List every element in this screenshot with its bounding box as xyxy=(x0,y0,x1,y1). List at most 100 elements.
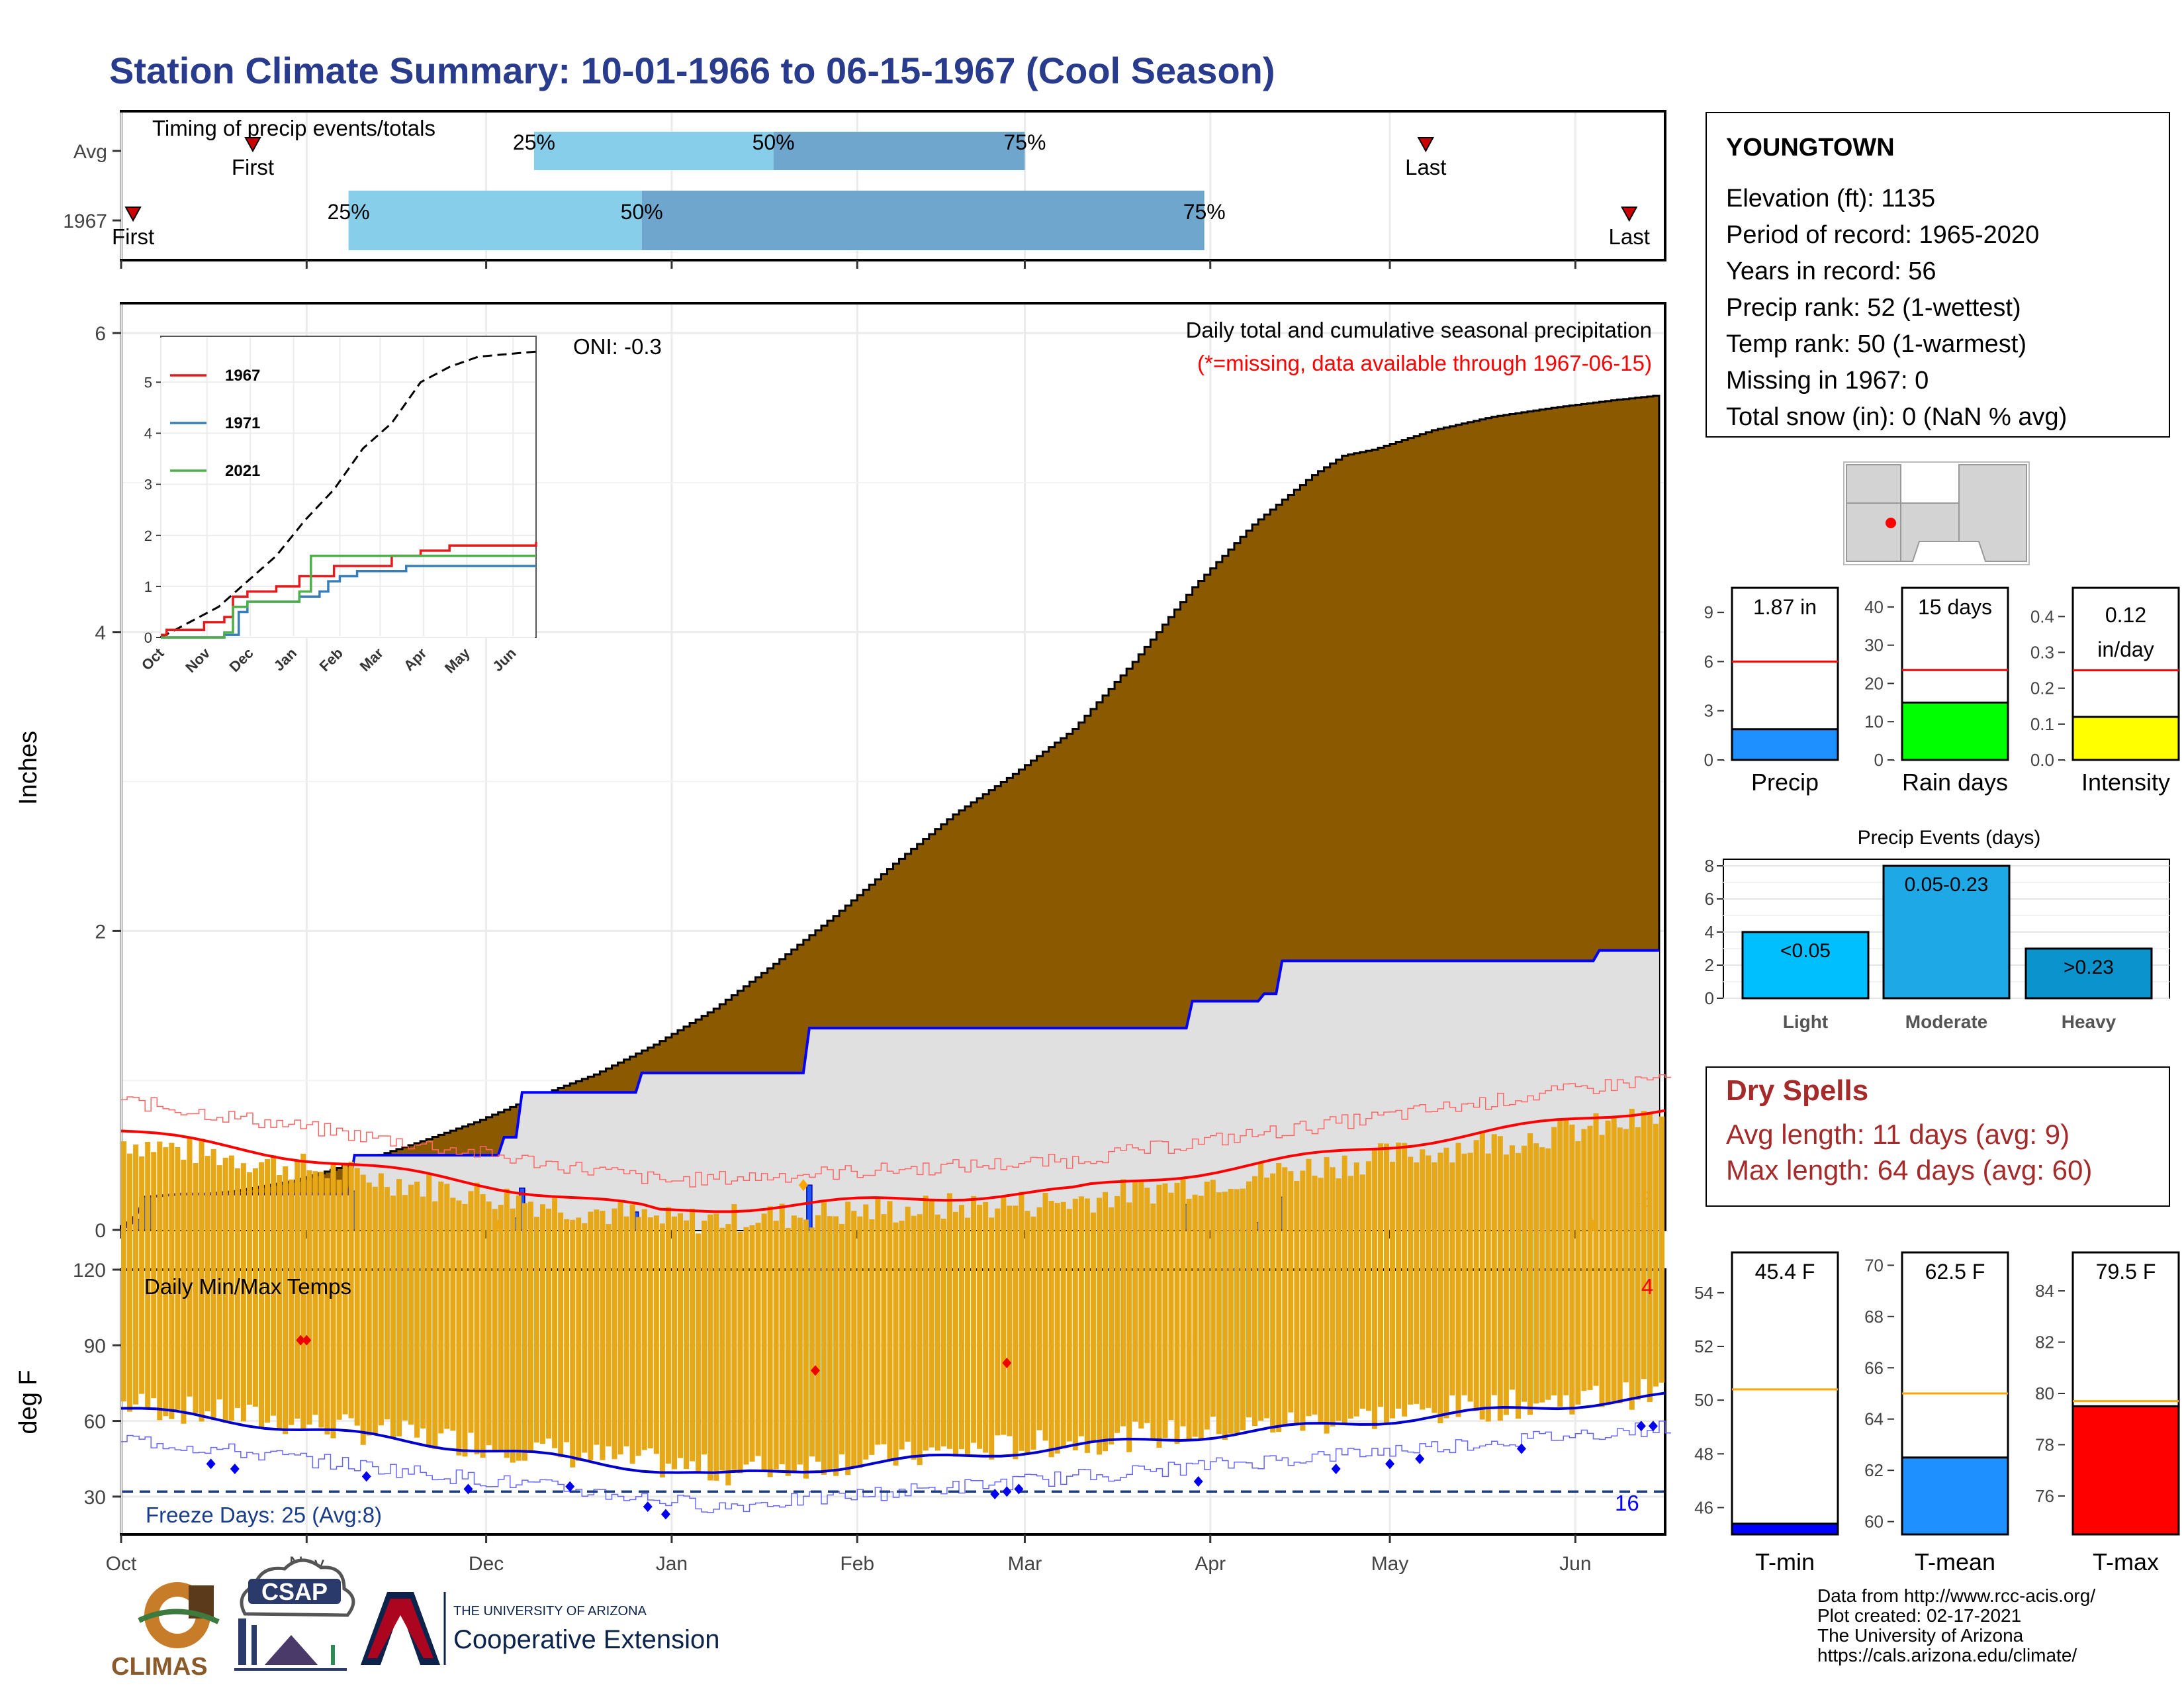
temp-range-bar xyxy=(1527,1133,1533,1415)
temp-range-bar xyxy=(1353,1162,1359,1417)
temp-range-bar xyxy=(803,1219,809,1479)
temp-range-bar xyxy=(1264,1177,1270,1419)
temp-range-bar xyxy=(851,1211,857,1468)
t-min-y-tick: 48 xyxy=(1694,1444,1713,1464)
temp-range-bar xyxy=(474,1182,480,1454)
record-low-line xyxy=(121,1420,1672,1513)
credit-line: Data from http://www.rcc-acis.org/ xyxy=(1817,1585,2095,1606)
rain-days-value-label: 15 days xyxy=(1918,595,1992,619)
inset-y-tick: 2 xyxy=(144,528,152,544)
inset-series-2021 xyxy=(161,554,536,639)
temp-range-bar xyxy=(1371,1150,1377,1429)
temp-range-bar xyxy=(1611,1115,1617,1401)
record-low-marker xyxy=(463,1483,473,1495)
record-high-marker xyxy=(810,1365,820,1376)
temp-range-bar xyxy=(1408,1156,1414,1405)
temp-range-bar xyxy=(815,1215,821,1462)
month-tick-label: Mar xyxy=(1008,1553,1042,1575)
temp-range-bar xyxy=(1593,1113,1599,1386)
temp-range-bar xyxy=(1150,1203,1156,1441)
temp-range-bar xyxy=(1473,1140,1479,1411)
temp-range-bar xyxy=(827,1216,833,1471)
timing-row-label: Avg xyxy=(73,141,107,163)
temp-range-bar xyxy=(1377,1143,1383,1407)
timing-bar-50-75 xyxy=(773,132,1025,170)
temp-range-bar xyxy=(1252,1176,1258,1427)
intensity-chart: 0.0 0.1 0.2 0.3 0.4 0.12 in/day Intensity xyxy=(2030,586,2180,796)
station-info-line: Precip rank: 52 (1-wettest) xyxy=(1726,294,2021,322)
precip-chart-title: Daily total and cumulative seasonal prec… xyxy=(1186,318,1652,342)
temp-range-bar xyxy=(300,1153,306,1429)
month-tick-label: Feb xyxy=(840,1553,874,1575)
temp-y-tick: 120 xyxy=(73,1260,106,1282)
temp-range-bar xyxy=(222,1157,228,1423)
events-bar-label: >0.23 xyxy=(2064,957,2114,978)
temp-range-bar xyxy=(1156,1184,1162,1448)
temp-range-bar xyxy=(917,1214,923,1466)
temp-range-bar xyxy=(671,1216,677,1470)
temp-range-bar xyxy=(911,1215,917,1460)
t-max-value-bar xyxy=(2071,1405,2180,1536)
t-min-value-bar xyxy=(1731,1523,1839,1536)
temp-range-bar xyxy=(181,1159,187,1424)
month-tick-label: Oct xyxy=(106,1553,137,1575)
temp-range-bar xyxy=(952,1211,958,1457)
temp-range-bar xyxy=(498,1205,504,1453)
temp-range-bar xyxy=(1443,1147,1449,1419)
temp-range-bar xyxy=(1414,1162,1420,1404)
temp-range-bar xyxy=(1090,1212,1096,1441)
temp-range-bar xyxy=(702,1220,707,1455)
temp-range-bar xyxy=(1204,1182,1210,1430)
daily-temp-range-bars xyxy=(121,1109,1664,1485)
temp-range-bar xyxy=(719,1227,725,1471)
intensity-y-tick: 0.2 xyxy=(2030,679,2054,698)
temp-range-bar xyxy=(1066,1209,1072,1442)
temp-range-bar xyxy=(1420,1149,1426,1410)
temp-range-bar xyxy=(295,1161,300,1419)
temp-range-bar xyxy=(228,1155,234,1421)
temp-range-bar xyxy=(306,1170,312,1425)
temp-range-bar xyxy=(1491,1134,1497,1395)
temp-range-bar xyxy=(1007,1205,1013,1436)
temp-range-bar xyxy=(145,1141,151,1409)
station-info-line: Temp rank: 50 (1-warmest) xyxy=(1726,330,2026,358)
station-info-box: YOUNGTOWN Elevation (ft): 1135 Period of … xyxy=(1706,112,2170,438)
temp-range-bar xyxy=(1336,1178,1342,1421)
temp-range-bar xyxy=(1503,1154,1509,1415)
events-category-label: Moderate xyxy=(1905,1011,1987,1032)
temp-range-bar xyxy=(1288,1171,1294,1413)
rain-days-y-tick: 40 xyxy=(1864,597,1884,617)
temp-range-bar xyxy=(1192,1194,1198,1437)
temp-range-bar xyxy=(1216,1192,1222,1434)
t-mean-y-tick: 66 xyxy=(1864,1358,1884,1378)
temp-range-bar xyxy=(1270,1173,1276,1433)
temp-range-bar xyxy=(1659,1116,1664,1383)
temp-range-bar xyxy=(940,1218,946,1447)
temp-range-bar xyxy=(1072,1198,1078,1450)
record-low-marker xyxy=(1193,1476,1203,1487)
events-bar-label: <0.05 xyxy=(1780,940,1831,962)
inset-y-tick: 0 xyxy=(144,630,152,646)
events-category-label: Light xyxy=(1783,1011,1828,1032)
precip-y-tick: 3 xyxy=(1704,701,1713,721)
temp-range-bar xyxy=(265,1159,271,1423)
temp-range-bar xyxy=(1617,1127,1623,1403)
temp-range-bar xyxy=(1521,1145,1527,1402)
temp-range-bar xyxy=(635,1217,641,1456)
events-bar-moderate xyxy=(1882,865,2011,1000)
temp-y-tick: 30 xyxy=(84,1487,106,1509)
temp-range-bar xyxy=(354,1168,360,1426)
record-low-marker xyxy=(990,1489,1000,1500)
temp-range-bar xyxy=(1174,1182,1180,1444)
temp-range-bar xyxy=(582,1223,588,1453)
temp-range-bar xyxy=(791,1215,797,1474)
t-max-x-label: T-max xyxy=(2093,1548,2159,1575)
timing-bar-25-50 xyxy=(533,132,774,170)
inset-y-tick: 1 xyxy=(144,579,152,595)
temp-range-bar xyxy=(450,1197,456,1431)
temp-range-bar xyxy=(552,1197,558,1448)
temp-range-bar xyxy=(378,1173,384,1426)
temp-range-bar xyxy=(564,1219,570,1442)
temp-range-bar xyxy=(360,1174,366,1445)
